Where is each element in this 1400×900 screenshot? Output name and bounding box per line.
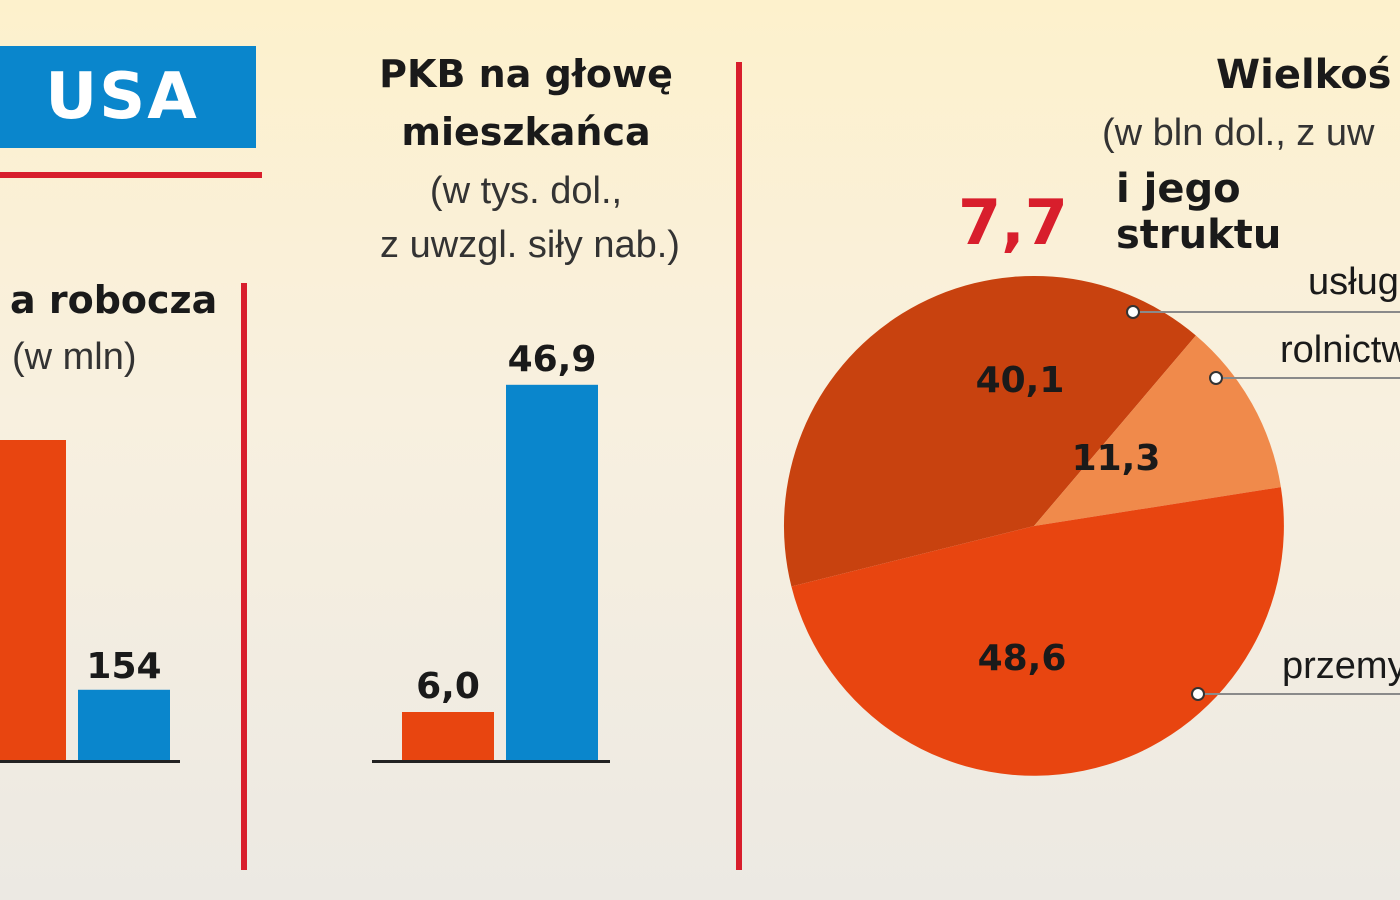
gdp-total-value: 7,7 bbox=[958, 186, 1068, 259]
gdp-pc-title-line1: PKB na głowę bbox=[379, 52, 673, 96]
gdp-pc-bar-1 bbox=[402, 712, 494, 760]
pie-value-label-1: 40,1 bbox=[976, 360, 1065, 401]
gdp-pc-bar-chart: 6,0 46,9 bbox=[372, 339, 610, 763]
gdp-title-line3: i jego struktu bbox=[1116, 166, 1282, 258]
labor-bar-chart: 307154 bbox=[0, 440, 180, 763]
pie-value-label-3: 48,6 bbox=[978, 638, 1067, 679]
labor-baseline bbox=[0, 760, 180, 763]
pie-slice-3 bbox=[791, 487, 1284, 776]
pie-value-label-2: 11,3 bbox=[1072, 438, 1161, 479]
labor-bar-label-2: 154 bbox=[86, 646, 161, 687]
gdp-title: Wielkoś bbox=[1216, 52, 1392, 98]
pie-leader-dot-3 bbox=[1191, 687, 1205, 701]
divider-right bbox=[736, 62, 742, 870]
gdp-pc-bar-2 bbox=[506, 384, 598, 760]
pie-category-label-2: rolnictw bbox=[1280, 329, 1400, 371]
pie-slice-1 bbox=[783, 275, 1196, 587]
divider-left bbox=[241, 283, 247, 870]
gdp-subtitle: (w bln dol., z uw bbox=[1102, 112, 1375, 154]
labor-bar-1 bbox=[0, 440, 66, 760]
pie-leader-dot-1 bbox=[1126, 305, 1140, 319]
country-badge: USA bbox=[0, 46, 256, 148]
gdp-pc-title-line2: mieszkańca bbox=[401, 110, 651, 154]
gdp-pc-bar-label-1: 6,0 bbox=[416, 666, 480, 707]
gdp-pc-subtitle-line2: z uwzgl. siły nab.) bbox=[380, 224, 680, 266]
gdp-pc-bar-label-2: 46,9 bbox=[508, 339, 597, 380]
pie-category-label-3: przemy bbox=[1282, 645, 1400, 687]
pie-leader-dot-2 bbox=[1209, 371, 1223, 385]
gdp-pc-subtitle-line1: (w tys. dol., bbox=[429, 170, 623, 212]
gdp-structure-pie: 40,111,3 48,6 usług rolnictw przemy bbox=[783, 261, 1400, 776]
labor-title: a robocza bbox=[10, 278, 218, 322]
badge-underline bbox=[0, 172, 262, 178]
labor-bar-2 bbox=[78, 689, 170, 760]
labor-subtitle: (w mln) bbox=[12, 336, 137, 378]
pie-category-label-1: usług bbox=[1308, 261, 1399, 303]
gdp-pc-baseline bbox=[372, 760, 610, 763]
